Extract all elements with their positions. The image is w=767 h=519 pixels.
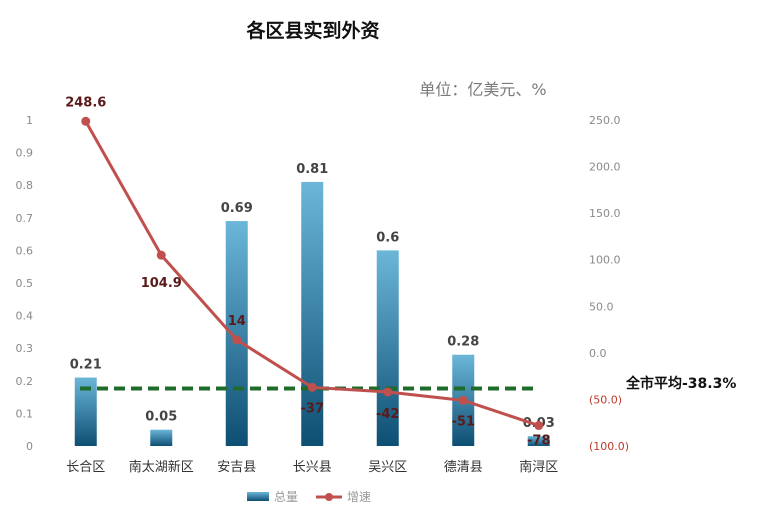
line-data-label: -51	[452, 414, 476, 429]
legend-bar-swatch	[247, 492, 269, 501]
bar	[527, 436, 550, 446]
bar	[225, 221, 248, 446]
left-tick-label: 0	[26, 440, 33, 453]
growth-point	[81, 116, 91, 126]
category-axis: 长合区 南太湖新区 安吉县 长兴县 吴兴区 德清县 南浔区	[66, 459, 558, 475]
category-label: 南太湖新区	[129, 459, 194, 475]
bar-data-label: 0.69	[221, 201, 253, 216]
bar-data-label: 0.28	[447, 335, 479, 350]
right-tick-label: 0.0	[589, 347, 607, 360]
growth-point	[458, 395, 468, 405]
left-tick-label: 0.4	[16, 310, 34, 323]
right-tick-label: (50.0)	[589, 393, 622, 406]
line-data-label: -78	[527, 434, 551, 449]
line-data-labels: 248.6 104.9 14 -37 -42 -51 -78	[65, 95, 550, 448]
bar	[74, 377, 97, 446]
chart-title: 各区县实到外资	[245, 19, 379, 42]
category-label: 南浔区	[519, 459, 558, 475]
right-tick-label: 100.0	[589, 254, 621, 267]
bar-data-label: 0.6	[376, 230, 399, 245]
right-tick-label: 150.0	[589, 207, 621, 220]
left-tick-label: 0.3	[16, 342, 34, 355]
left-tick-label: 0.8	[16, 179, 34, 192]
reference-line-label: 全市平均-38.3%	[625, 375, 736, 392]
bar-data-label: 0.21	[70, 358, 102, 373]
growth-point	[534, 421, 544, 431]
left-tick-label: 0.7	[16, 212, 34, 225]
line-data-label: -37	[301, 401, 325, 416]
legend-line-label: 增速	[347, 490, 371, 504]
growth-point	[156, 250, 166, 260]
left-tick-label: 0.5	[16, 277, 34, 290]
line-data-label: 104.9	[141, 276, 182, 291]
bar-data-label: 0.81	[296, 162, 328, 177]
legend: 总量 增速	[247, 490, 371, 504]
right-tick-label: (100.0)	[589, 440, 629, 453]
unit-label: 单位：亿美元、%	[419, 80, 546, 99]
bar	[376, 250, 399, 446]
legend-bar-label: 总量	[274, 490, 298, 504]
right-tick-label: 50.0	[589, 300, 614, 313]
left-tick-label: 0.2	[16, 375, 34, 388]
left-tick-label: 0.6	[16, 244, 34, 257]
left-tick-label: 0.1	[16, 407, 34, 420]
category-label: 德清县	[444, 460, 483, 475]
line-series	[81, 116, 544, 431]
category-label: 安吉县	[217, 460, 256, 475]
bar	[301, 181, 324, 446]
category-label: 长合区	[66, 460, 105, 475]
line-data-label: 248.6	[65, 95, 106, 110]
category-label: 吴兴区	[368, 460, 407, 475]
bar	[150, 429, 173, 446]
left-axis: 0 0.1 0.2 0.3 0.4 0.5 0.6 0.7 0.8 0.9 1	[16, 114, 34, 453]
right-tick-label: 200.0	[589, 161, 621, 174]
left-tick-label: 0.9	[16, 147, 34, 160]
bar-data-labels: 0.210.050.690.810.60.280.03	[70, 162, 555, 431]
left-tick-label: 1	[26, 114, 33, 127]
bar-data-label: 0.05	[145, 410, 177, 425]
right-tick-label: 250.0	[589, 114, 621, 127]
growth-point	[307, 382, 317, 392]
category-label: 长兴县	[293, 460, 332, 475]
line-data-label: 14	[228, 314, 246, 329]
line-data-label: -42	[376, 407, 400, 422]
growth-point	[232, 335, 242, 345]
growth-point	[383, 387, 393, 397]
right-axis: 250.0 200.0 150.0 100.0 50.0 0.0 (50.0) (100.0)	[589, 114, 629, 453]
legend-line-marker	[325, 493, 333, 501]
